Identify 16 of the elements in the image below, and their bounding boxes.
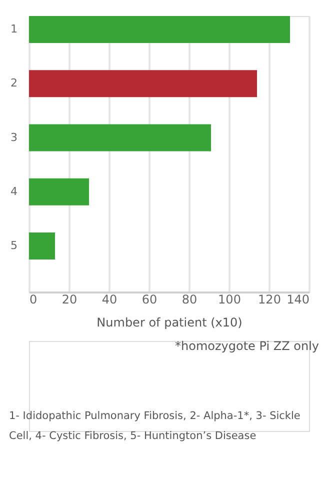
x-tick-label: 140	[286, 292, 310, 306]
y-tick-label: 3	[10, 130, 18, 144]
x-tick-label: 80	[182, 292, 198, 306]
y-tick-label: 2	[10, 76, 18, 90]
text: 1- Ididopathic Pulmonary Fibrosis, 2- Alpha-1*, 3- Sickle Cell, 4- Cystic Fibrosis, 5- Huntington’s Disease	[9, 410, 300, 442]
x-tick-label: 120	[258, 292, 281, 306]
y-tick-label: 1	[10, 22, 18, 36]
text: *homozygote Pi ZZ only	[175, 339, 319, 353]
x-tick-label: 0	[30, 292, 38, 306]
x-axis-title: Number of patient (x10)	[96, 316, 242, 330]
x-tick-label: 40	[102, 292, 118, 306]
y-tick-label: 5	[10, 239, 18, 252]
x-tick-label: 100	[218, 292, 241, 306]
x-tick-label: 60	[142, 292, 158, 306]
x-tick-label: 20	[62, 292, 78, 306]
y-tick-label: 4	[10, 184, 18, 198]
